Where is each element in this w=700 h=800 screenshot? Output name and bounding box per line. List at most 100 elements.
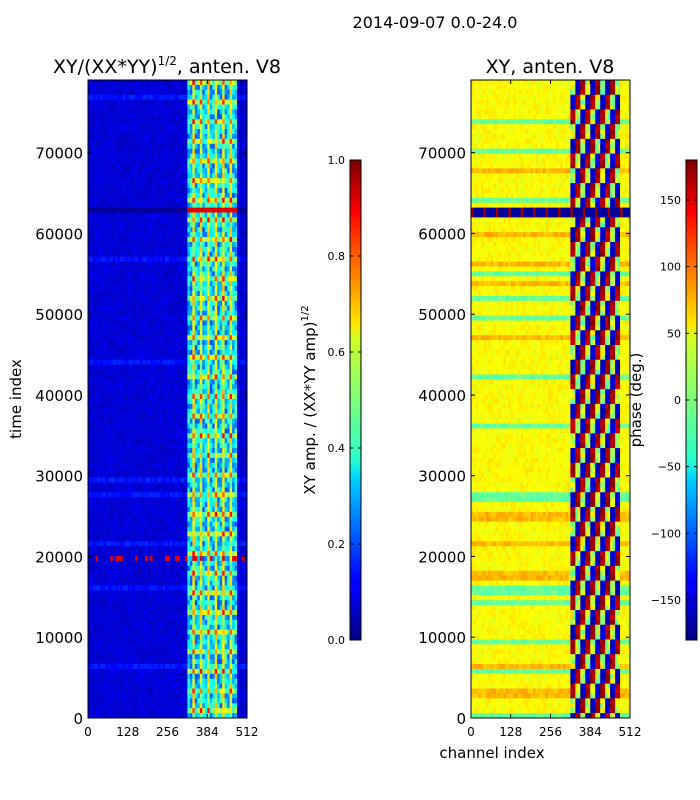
heatmap-cell [120,438,124,444]
heatmap-cell [100,354,104,361]
heatmap-cell [199,276,203,282]
heatmap-cell [234,197,238,204]
heatmap-cell [239,448,243,454]
heatmap-cell [145,89,148,96]
heatmap-cell [182,452,186,459]
heatmap-cell [155,354,158,361]
heatmap-cell [244,325,247,331]
heatmap-cell [174,256,178,262]
heatmap-cell [187,119,191,125]
heatmap-cell [189,109,193,115]
heatmap-cell [115,379,119,385]
heatmap-cell [130,364,134,370]
heatmap-cell [204,330,208,336]
heatmap-cell [100,104,104,110]
heatmap-cell [239,305,243,312]
heatmap-cell [160,443,163,449]
heatmap-cell [162,457,166,464]
heatmap-cell [212,80,216,86]
heatmap-cell [224,320,228,326]
heatmap-cell [97,202,101,208]
heatmap-cell [115,325,119,331]
heatmap-cell [232,276,235,282]
heatmap-cell [202,374,206,380]
heatmap-cell [224,413,228,419]
heatmap-cell [177,178,181,184]
heatmap-cell [217,310,221,316]
heatmap-cell [95,457,99,464]
heatmap-cell [174,222,178,228]
heatmap-cell [184,389,188,395]
heatmap-cell [162,261,166,267]
heatmap-cell [112,300,116,307]
heatmap-cell [165,349,168,356]
heatmap-cell [102,163,106,169]
heatmap-cell [102,237,106,243]
heatmap-cell [212,187,216,194]
heatmap-cell [135,237,139,243]
heatmap-cell [97,295,101,302]
heatmap-cell [189,124,193,130]
heatmap-cell [174,124,178,130]
heatmap-cell [217,448,221,454]
heatmap-cell [100,124,104,130]
heatmap-cell [147,197,151,204]
heatmap-cell [117,295,121,302]
heatmap-cell [187,192,191,199]
heatmap-cell [130,202,134,208]
heatmap-cell [187,310,191,316]
heatmap-cell [187,359,191,365]
heatmap-cell [172,104,176,110]
heatmap-cell [88,129,91,135]
heatmap-cell [172,349,176,356]
heatmap-cell [184,104,188,110]
heatmap-cell [234,443,238,449]
heatmap-cell [92,266,96,272]
heatmap-cell [110,452,114,459]
heatmap-cell [140,222,143,228]
heatmap-cell [194,325,198,331]
heatmap-cell [100,89,104,96]
heatmap-cell [239,335,243,341]
heatmap-cell [237,389,240,395]
heatmap-cell [160,129,163,135]
heatmap-cell [140,379,143,385]
heatmap-cell [112,286,116,292]
heatmap-cell [224,222,228,228]
heatmap-cell [204,271,208,277]
heatmap-cell [132,241,136,248]
heatmap-cell [132,197,136,204]
heatmap-cell [125,163,129,169]
heatmap-cell [184,310,188,316]
heatmap-cell [110,448,114,454]
heatmap-cell [182,399,186,405]
heatmap-cell [90,389,94,395]
heatmap-cell [179,310,183,316]
heatmap-cell [197,138,201,145]
heatmap-cell [182,266,186,272]
heatmap-cell [212,345,216,351]
heatmap-cell [207,423,211,429]
heatmap-cell [102,202,106,208]
heatmap-cell [150,207,153,213]
heatmap-cell [115,305,119,312]
heatmap-cell [227,232,230,238]
heatmap-cell [227,202,230,208]
heatmap-cell [165,80,168,86]
heatmap-cell [135,300,139,307]
heatmap-cell [157,261,161,267]
heatmap-cell [219,212,223,218]
heatmap-cell [239,374,243,380]
heatmap-cell [140,354,143,361]
heatmap-cell [174,138,178,145]
heatmap-cell [184,202,188,208]
heatmap-cell [155,80,158,86]
heatmap-cell [120,99,124,105]
heatmap-cell [105,438,109,444]
heatmap-cell [90,138,94,145]
heatmap-cell [125,119,129,125]
heatmap-cell [160,246,163,253]
heatmap-cell [130,340,134,346]
heatmap-cell [177,94,181,100]
heatmap-cell [194,246,198,253]
